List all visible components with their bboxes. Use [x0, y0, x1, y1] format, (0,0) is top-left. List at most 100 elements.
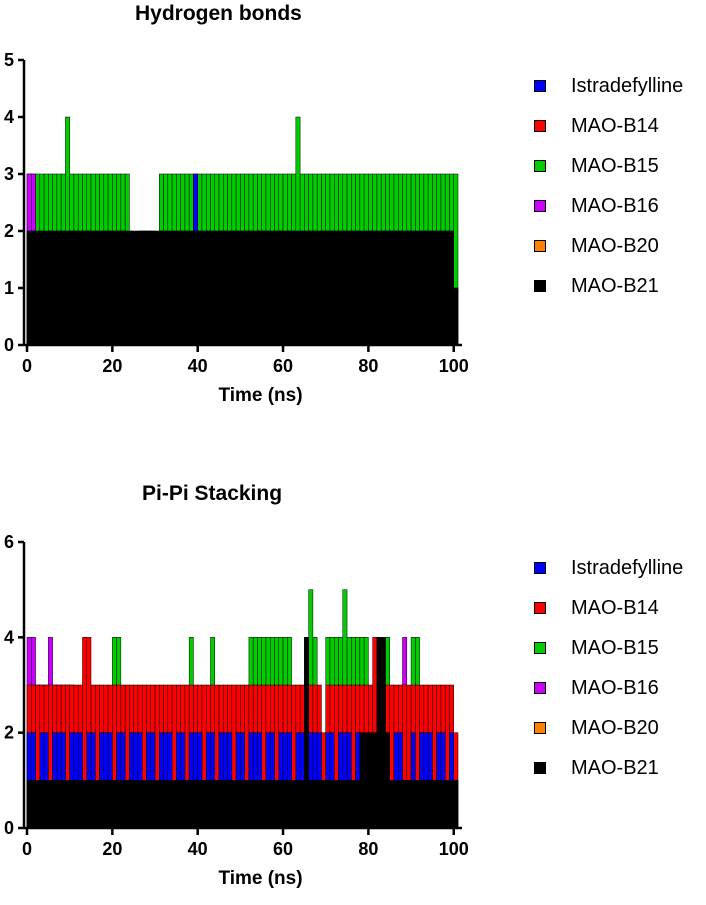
bar-mao-b21 [141, 230, 147, 346]
bar-mao-b21 [419, 780, 425, 829]
bar-mao-b21 [380, 637, 386, 829]
bar-mao-b21 [321, 780, 326, 829]
x-tick-label: 40 [188, 839, 208, 859]
legend-item: MAO-B21 [534, 266, 683, 306]
bar-mao-b21 [218, 230, 224, 346]
bar-mao-b21 [244, 780, 250, 829]
bar-mao-b21 [56, 230, 62, 346]
x-axis-label: Time (ns) [218, 385, 302, 406]
x-tick-label: 0 [22, 839, 32, 859]
bar-mao-b21 [334, 780, 339, 829]
bar-mao-b21 [193, 780, 198, 829]
bar-mao-b21 [60, 780, 66, 829]
bar-mao-b21 [376, 637, 382, 829]
bar-mao-b21 [137, 230, 143, 346]
bar-mao-b21 [265, 230, 271, 346]
bar-mao-b21 [436, 780, 442, 829]
y-tick-label: 4 [4, 107, 14, 127]
bar-mao-b21 [282, 780, 288, 829]
bar-mao-b21 [69, 780, 75, 829]
bar-mao-b21 [427, 780, 433, 829]
x-tick-label: 80 [358, 356, 378, 376]
bar-mao-b21 [346, 230, 352, 346]
y-tick-label: 1 [4, 278, 14, 298]
legend-item: MAO-B16 [534, 186, 683, 226]
bar-mao-b21 [141, 780, 147, 829]
bar-mao-b21 [103, 230, 109, 346]
y-tick-label: 2 [4, 723, 14, 743]
bar-mao-b21 [393, 780, 399, 829]
bar-mao-b21 [372, 732, 378, 829]
bar-mao-b21 [188, 230, 194, 346]
bar-mao-b21 [321, 230, 326, 346]
legend-swatch [534, 562, 546, 574]
bar-mao-b21 [90, 780, 96, 829]
legend-item: MAO-B21 [534, 748, 683, 788]
bar-mao-b21 [214, 230, 220, 346]
bar-mao-b21 [355, 230, 361, 346]
bar-mao-b21 [116, 780, 122, 829]
bar-mao-b21 [43, 230, 49, 346]
bar-mao-b21 [82, 780, 88, 829]
bar-mao-b21 [351, 230, 356, 346]
bar-mao-b21 [325, 230, 331, 346]
bar-mao-b21 [278, 230, 284, 346]
bar-mao-b21 [176, 230, 181, 346]
bar-mao-b21 [244, 230, 250, 346]
bar-mao-b21 [423, 230, 429, 346]
y-tick-label: 2 [4, 221, 14, 241]
legend: Istradefylline MAO-B14 MAO-B15 MAO-B16 MAO-B… [534, 548, 683, 788]
bar-mao-b21 [65, 230, 70, 346]
bar-mao-b21 [154, 780, 160, 829]
bar-mao-b21 [214, 780, 220, 829]
bar-mao-b21 [248, 230, 254, 346]
bar-mao-b21 [227, 230, 233, 346]
legend-item: MAO-B14 [534, 588, 683, 628]
bar-mao-b21 [312, 230, 318, 346]
bar-mao-b21 [167, 230, 173, 346]
legend-label: Istradefylline [571, 556, 684, 579]
bar-mao-b21 [82, 230, 88, 346]
legend-label: MAO-B20 [571, 234, 659, 257]
bar-mao-b21 [299, 230, 305, 346]
bar-mao-b21 [107, 780, 113, 829]
bar-mao-b21 [86, 230, 92, 346]
bar-mao-b21 [363, 230, 369, 346]
bar-mao-b21 [410, 230, 416, 346]
x-tick-label: 60 [273, 839, 293, 859]
bar-mao-b21 [415, 780, 420, 829]
x-axis-label: Time (ns) [218, 868, 302, 889]
bar-mao-b21 [419, 230, 425, 346]
bar-mao-b21 [308, 780, 314, 829]
bar-mao-b21 [325, 780, 331, 829]
bar-mao-b21 [35, 780, 41, 829]
bar-mao-b21 [338, 230, 344, 346]
bar-mao-b21 [73, 230, 79, 346]
bar-mao-b21 [133, 780, 139, 829]
bar-mao-b21 [440, 230, 446, 346]
bar-mao-b21 [163, 230, 169, 346]
bar-mao-b21 [205, 230, 211, 346]
bar-mao-b21 [99, 780, 105, 829]
bar-mao-b21 [240, 780, 245, 829]
bar-mao-b21 [223, 230, 228, 346]
bar-mao-b21 [368, 230, 373, 346]
bar-mao-b21 [124, 780, 130, 829]
bar-mao-b21 [440, 780, 446, 829]
bar-mao-b21 [398, 780, 403, 829]
bar-mao-b21 [171, 230, 177, 346]
bar-mao-b21 [291, 780, 297, 829]
bar-mao-b21 [116, 230, 122, 346]
y-tick-label: 0 [4, 335, 14, 355]
legend: Istradefylline MAO-B14 MAO-B15 MAO-B16 MAO-B… [534, 66, 683, 306]
bar-mao-b21 [52, 780, 58, 829]
bar-mao-b21 [184, 780, 190, 829]
bar-mao-b21 [39, 780, 45, 829]
chart-title: Pi-Pi Stacking [142, 482, 283, 505]
legend-item: MAO-B20 [534, 708, 683, 748]
legend-item: MAO-B14 [534, 106, 683, 146]
legend-swatch [534, 642, 546, 654]
legend-swatch [534, 240, 546, 252]
pi-pi-stacking-panel: Pi-Pi Stacking 0 2 4 6 0 20 40 60 80 100 Time (ns)… [0, 470, 706, 905]
bar-mao-b21 [269, 780, 275, 829]
